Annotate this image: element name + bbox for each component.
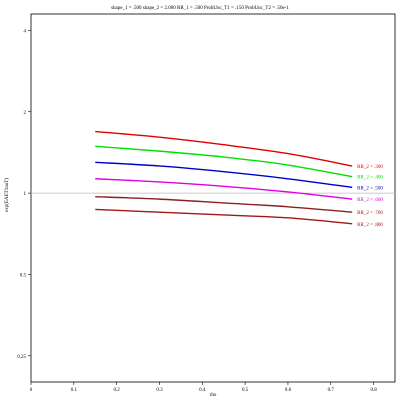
series-label-6: RR_2 = .800	[357, 223, 383, 228]
plot-frame	[30, 13, 396, 383]
series-line-6	[95, 208, 353, 225]
x-axis-label: rho	[210, 393, 217, 398]
series-label-5: RR_2 = .700	[357, 211, 383, 216]
y-tick-label: 2	[24, 111, 27, 116]
x-tick-label: 0.6	[285, 388, 292, 393]
x-tick-label: 0.3	[156, 388, 163, 393]
series-line-3	[95, 161, 353, 189]
x-tick-label: 0.8	[370, 388, 377, 393]
series-layer: RR_2 = .300 RR_2 = .400 RR_2 = .500 RR_2 = …	[95, 130, 383, 228]
x-tick-label: 0.2	[114, 388, 121, 393]
y-axis-label: exp(EAET/tauT)	[5, 178, 10, 212]
x-tick-label: 0.7	[328, 388, 335, 393]
chart-title: shape_1 = .500 shape_2 = 2.000 RR_1 = .5…	[111, 6, 289, 11]
x-tick-label: 0	[30, 388, 33, 393]
series-label-2: RR_2 = .400	[357, 176, 383, 181]
plot-border	[30, 13, 396, 383]
series-line-2	[95, 145, 353, 178]
y-tick-label: 0.5	[20, 273, 27, 278]
x-tick-label: 0.4	[199, 388, 206, 393]
y-tick-label: 0.25	[17, 355, 26, 360]
x-tick-label: 0.1	[71, 388, 78, 393]
x-tick-label: 0.5	[242, 388, 249, 393]
x-axis-ticks: 0 0.1 0.2 0.3 0.4 0.5 0.6 0.7 0.8	[30, 382, 377, 393]
series-line-1	[95, 130, 353, 167]
y-tick-label: 1	[24, 192, 27, 197]
y-axis-ticks: 0.25 0.5 1 2 4	[17, 29, 31, 360]
series-label-1: RR_2 = .300	[357, 165, 383, 170]
series-label-3: RR_2 = .500	[357, 186, 383, 191]
y-tick-label: 4	[24, 29, 27, 34]
series-label-4: RR_2 = .600	[357, 198, 383, 203]
series-line-5	[95, 195, 353, 213]
series-line-4	[95, 178, 353, 200]
